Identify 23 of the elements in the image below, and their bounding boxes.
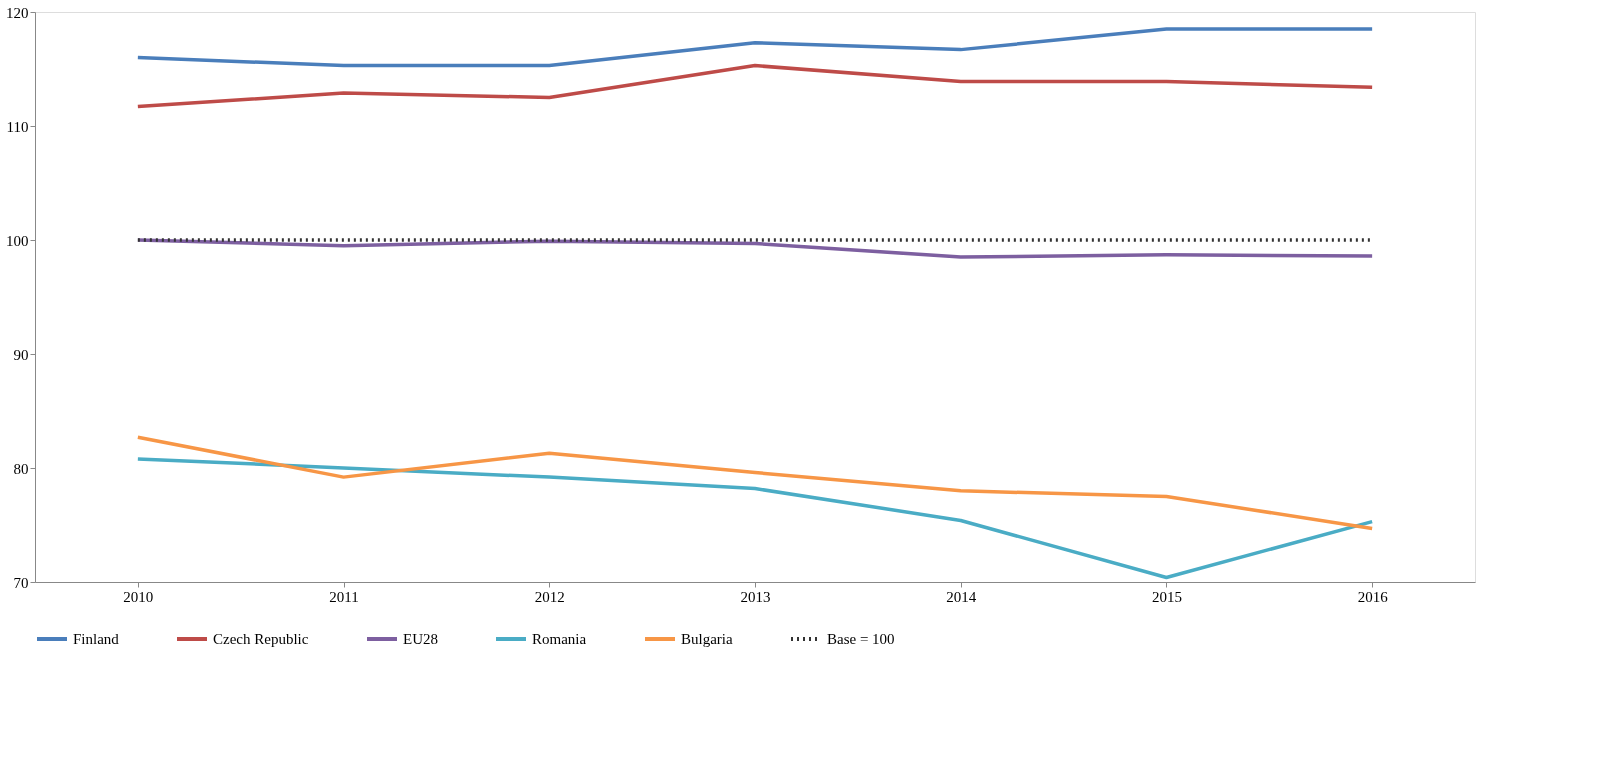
x-tick-label: 2014 (946, 588, 977, 605)
legend-label: Bulgaria (681, 631, 733, 647)
line-series (136, 27, 1374, 68)
x-tick-label: 2011 (329, 588, 359, 605)
legend-label: EU28 (403, 631, 438, 647)
x-tick-label: 2016 (1357, 588, 1389, 605)
y-tick-label: 80 (13, 460, 29, 477)
y-tick-label: 120 (6, 4, 29, 21)
y-tick-label: 100 (6, 232, 29, 249)
x-tick-label: 2012 (534, 588, 565, 605)
legend-label: Base = 100 (827, 631, 895, 647)
line-series (136, 457, 1374, 580)
x-tick-label: 2015 (1151, 588, 1182, 605)
y-tick-label: 70 (13, 574, 29, 591)
line-series (136, 435, 1374, 531)
legend-label: Romania (532, 631, 587, 647)
line-series (136, 63, 1374, 109)
legend-label: Finland (73, 631, 120, 647)
legend-label: Czech Republic (213, 631, 309, 647)
x-tick-label: 2010 (123, 588, 154, 605)
y-tick-label: 90 (13, 346, 29, 363)
y-tick-label: 110 (6, 118, 29, 135)
x-tick-label: 2013 (740, 588, 771, 605)
